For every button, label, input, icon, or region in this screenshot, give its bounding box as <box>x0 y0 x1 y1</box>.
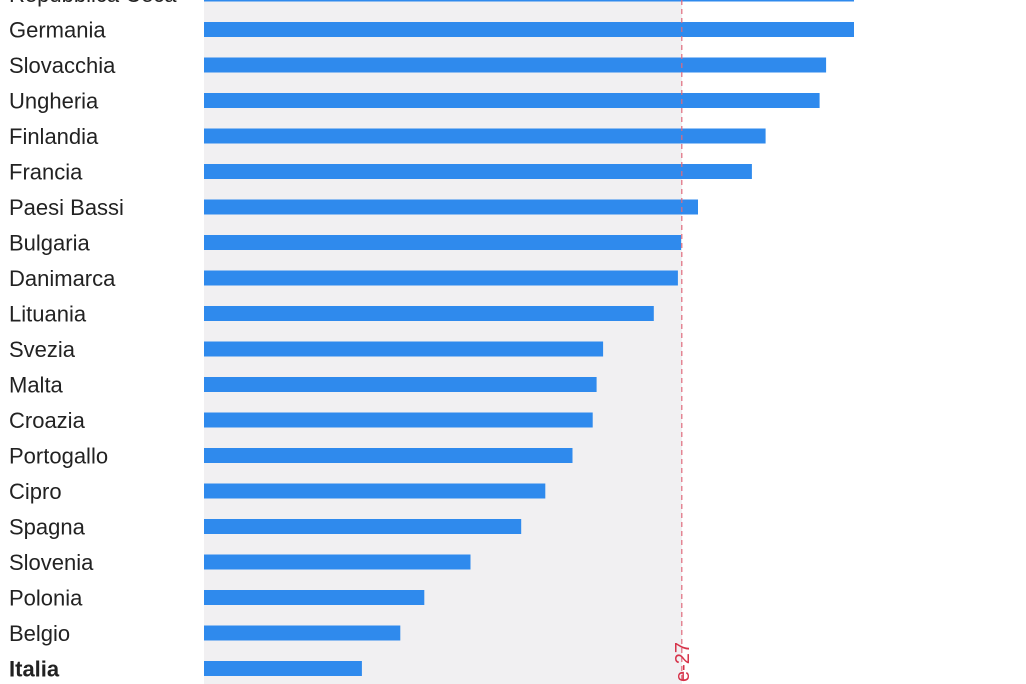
label-paesi-bassi: Paesi Bassi <box>9 195 124 220</box>
label-portogallo: Portogallo <box>9 444 108 469</box>
bar-bulgaria <box>204 235 682 250</box>
bar-germania <box>204 22 854 37</box>
label-repubblica-ceca: Repubblica Ceca <box>9 0 177 7</box>
bar-paesi-bassi <box>204 199 698 215</box>
label-spagna: Spagna <box>9 515 86 540</box>
category-labels-group: Repubblica Ceca Germania Slovacchia Ungheri… <box>9 0 177 682</box>
label-finlandia: Finlandia <box>9 124 99 149</box>
bar-croazia <box>204 412 593 428</box>
label-belgio: Belgio <box>9 621 70 646</box>
bar-portogallo <box>204 448 573 463</box>
bar-slovacchia <box>204 57 827 73</box>
bar-malta <box>204 377 597 392</box>
bar-ungheria <box>204 93 820 108</box>
label-slovenia: Slovenia <box>9 550 94 575</box>
label-svezia: Svezia <box>9 337 76 362</box>
label-slovacchia: Slovacchia <box>9 53 116 78</box>
bar-belgio <box>204 625 401 641</box>
bar-francia <box>204 164 752 179</box>
bar-polonia <box>204 590 425 605</box>
label-lituania: Lituania <box>9 302 87 327</box>
label-bulgaria: Bulgaria <box>9 231 90 256</box>
label-francia: Francia <box>9 160 83 185</box>
label-ungheria: Ungheria <box>9 89 99 114</box>
label-danimarca: Danimarca <box>9 266 116 291</box>
bar-slovenia <box>204 554 471 570</box>
label-croazia: Croazia <box>9 408 86 433</box>
bar-danimarca <box>204 270 678 286</box>
bar-repubblica-ceca <box>204 0 854 2</box>
bar-finlandia <box>204 128 766 144</box>
bar-italia <box>204 661 362 676</box>
label-italia: Italia <box>9 657 60 682</box>
label-germania: Germania <box>9 18 106 43</box>
label-cipro: Cipro <box>9 479 62 504</box>
reference-line-label: e-27 <box>672 642 694 682</box>
bar-spagna <box>204 519 522 534</box>
bar-lituania <box>204 306 654 321</box>
label-polonia: Polonia <box>9 586 83 611</box>
label-malta: Malta <box>9 373 64 398</box>
bars-group <box>204 0 854 676</box>
bar-svezia <box>204 341 604 357</box>
bar-cipro <box>204 483 546 499</box>
